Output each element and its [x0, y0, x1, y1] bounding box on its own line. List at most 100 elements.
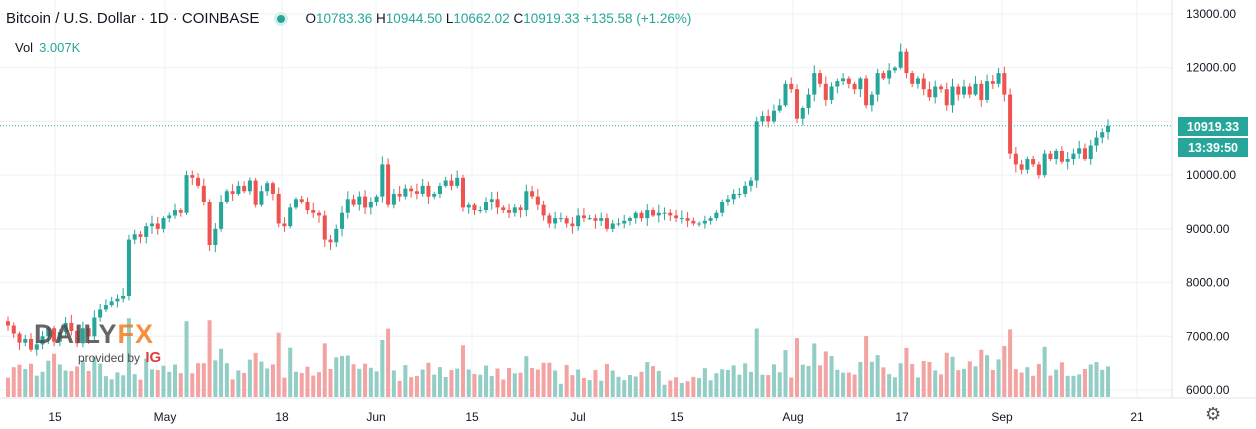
candle-body	[196, 177, 201, 186]
candle-body	[288, 207, 293, 227]
time-tick-label: Aug	[782, 410, 803, 424]
volume-legend: Vol 3.007K	[15, 40, 80, 55]
volume-bar	[777, 372, 782, 397]
volume-bar	[397, 380, 402, 397]
open-value: 10783.36	[315, 11, 373, 26]
gear-icon[interactable]: ⚙	[1205, 404, 1222, 424]
candle-body	[616, 223, 621, 225]
candle-body	[489, 199, 494, 202]
volume-bar	[731, 365, 736, 397]
symbol-name[interactable]: Bitcoin / U.S. Dollar	[6, 10, 137, 27]
candle-body	[720, 202, 725, 213]
volume-bar	[288, 347, 293, 397]
volume-bar	[910, 364, 915, 397]
close-key: C	[513, 11, 524, 26]
candle-body	[530, 191, 535, 197]
volume-bar	[1105, 366, 1111, 397]
candle-body	[437, 185, 442, 194]
candle-body	[63, 322, 68, 332]
volume-bars	[5, 318, 1111, 397]
candle-body	[57, 331, 62, 342]
interval[interactable]: 1D	[149, 10, 169, 27]
volume-bar	[1071, 375, 1076, 397]
market-status-icon[interactable]	[277, 14, 286, 23]
candle-body	[656, 212, 661, 216]
candle-body	[685, 218, 690, 221]
volume-bar	[547, 362, 552, 397]
candle-body	[789, 83, 794, 90]
candle-body	[599, 218, 604, 221]
candle-body	[374, 196, 379, 202]
volume-bar	[311, 375, 316, 397]
candle-body	[299, 199, 304, 202]
volume-bar	[996, 359, 1001, 397]
volume-bar	[1077, 374, 1082, 397]
volume-bar	[783, 350, 788, 397]
time-axis[interactable]: 15 May 18 Jun 15 Jul 15 Aug 17 Sep 21	[48, 410, 1144, 424]
volume-bar	[725, 369, 730, 397]
candle-body	[29, 338, 34, 350]
volume-bar	[1019, 372, 1024, 397]
candle-body	[547, 215, 552, 224]
volume-label[interactable]: Vol	[15, 40, 34, 55]
candle-body	[524, 191, 529, 211]
volume-bar	[63, 370, 68, 397]
volume-bar	[1008, 329, 1013, 397]
candle-body	[593, 218, 598, 221]
volume-bar	[587, 380, 592, 397]
candle-body	[1019, 164, 1024, 170]
high-key: H	[376, 11, 386, 26]
separator: ·	[168, 10, 182, 27]
candle-body	[697, 223, 702, 225]
price-axis[interactable]: 13000.0012000.0011000.0010000.009000.008…	[1186, 7, 1236, 397]
volume-bar	[29, 363, 34, 397]
volume-bar	[109, 379, 114, 397]
volume-bar	[841, 372, 846, 397]
volume-bar	[17, 364, 22, 397]
candle-body	[282, 223, 287, 227]
volume-bar	[1013, 369, 1018, 397]
volume-bar	[328, 369, 333, 397]
volume-bar	[501, 379, 506, 397]
candle-body	[80, 328, 85, 344]
volume-bar	[518, 372, 523, 397]
volume-bar	[679, 382, 684, 397]
volume-bar	[818, 365, 823, 397]
candle-body	[351, 199, 356, 205]
candle-body	[1082, 148, 1087, 160]
volume-bar	[633, 376, 638, 397]
logo-tagline: provided by IG	[78, 349, 162, 366]
volume-bar	[627, 375, 633, 397]
candle-body	[472, 204, 477, 211]
volume-bar	[219, 348, 224, 397]
volume-bar	[553, 370, 558, 397]
volume-bar	[852, 374, 857, 397]
volume-bar	[132, 374, 137, 397]
candle-body	[368, 202, 373, 208]
candle-body	[86, 328, 91, 337]
volume-bar	[887, 374, 892, 397]
volume-bar	[86, 370, 91, 397]
volume-bar	[771, 364, 776, 397]
time-tick-label: 17	[895, 410, 909, 424]
volume-bar	[1048, 375, 1053, 397]
candle-body	[541, 204, 546, 216]
candle-body	[1054, 150, 1059, 160]
candle-body	[466, 204, 471, 208]
candle-body	[800, 108, 805, 119]
volume-bar	[835, 369, 840, 397]
candle-body	[380, 164, 385, 197]
candle-body	[409, 188, 414, 192]
volume-bar	[956, 370, 961, 397]
volume-bar	[806, 365, 811, 397]
volume-bar	[75, 366, 80, 397]
low-key: L	[445, 11, 454, 26]
price-tick-label: 7000.00	[1186, 329, 1230, 343]
volume-bar	[460, 345, 465, 397]
candle-body	[881, 73, 886, 79]
volume-bar	[714, 373, 719, 397]
candle-body	[311, 210, 316, 213]
volume-bar	[990, 370, 995, 397]
candle-body	[1071, 153, 1076, 160]
